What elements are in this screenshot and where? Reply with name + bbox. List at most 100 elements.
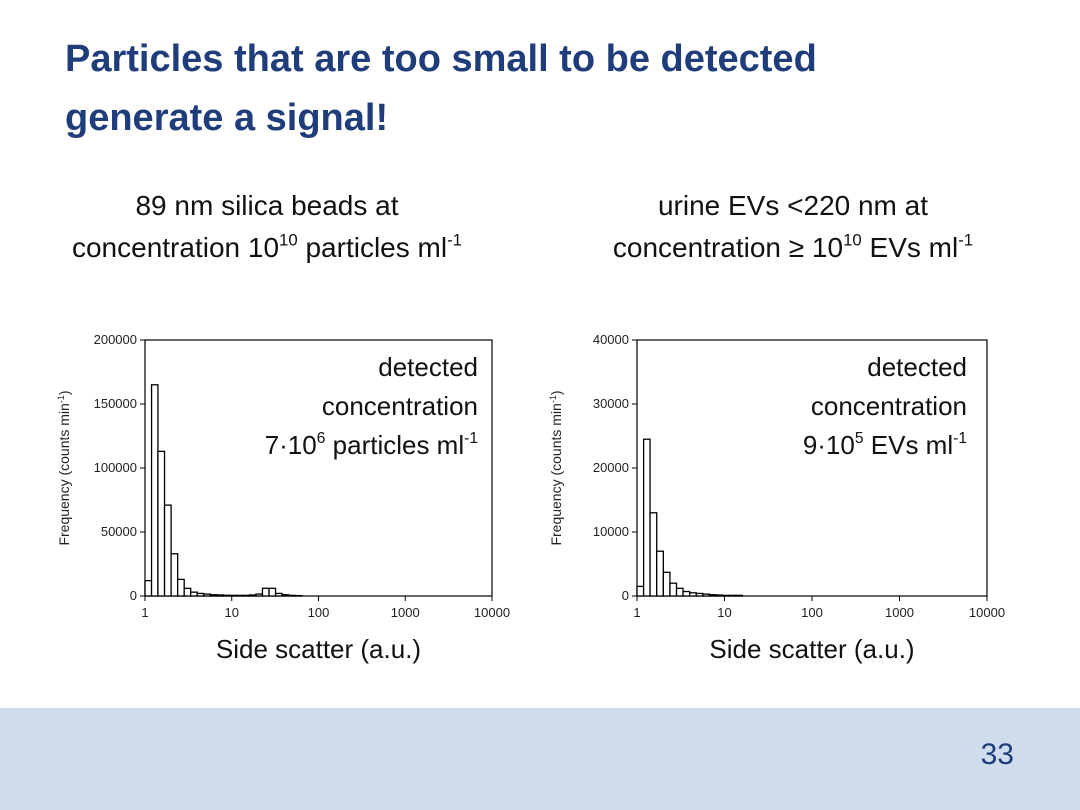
bar <box>675 587 684 597</box>
bar <box>190 591 198 597</box>
chart-caption: urine EVs <220 nm at concentration ≥ 1010… <box>543 185 1043 269</box>
text-run: ) <box>56 390 72 395</box>
superscript: -1 <box>447 230 462 250</box>
bar <box>281 594 290 597</box>
slide-title: Particles that are too small to be detec… <box>65 30 817 148</box>
text-run: detected <box>378 352 478 382</box>
annotation-line: concentration <box>265 387 478 426</box>
text-run: concentration ≥ 10 <box>612 232 844 263</box>
text-run: Frequency (counts min <box>56 403 72 545</box>
text-run: detected <box>867 352 967 382</box>
y-axis-label: Frequency (counts min-1) <box>56 390 72 545</box>
superscript: -1 <box>953 430 967 448</box>
text-run: 89 nm silica beads at <box>135 190 399 221</box>
bar <box>196 592 205 597</box>
bar <box>662 571 671 597</box>
y-tick-label: 30000 <box>593 396 629 411</box>
annotation-line: 7·106 particles ml-1 <box>265 426 478 465</box>
bar <box>229 594 238 597</box>
x-tick-label: 1000 <box>885 605 914 620</box>
bar <box>235 594 244 597</box>
superscript: 6 <box>316 430 326 448</box>
x-tick-label: 1 <box>633 605 640 620</box>
bar <box>636 585 645 597</box>
bar <box>183 587 192 597</box>
text-run: 7·10 <box>264 430 317 460</box>
bar <box>702 593 711 597</box>
annotation-line: concentration <box>803 387 967 426</box>
bar <box>242 594 251 597</box>
bar <box>170 553 179 597</box>
text-run: EVs ml <box>863 430 954 460</box>
chart-annotation: detected concentration 7·106 particles ml-… <box>265 348 478 465</box>
bar <box>715 594 724 597</box>
bar <box>150 384 159 597</box>
x-tick-label: 10 <box>225 605 239 620</box>
text-run: Frequency (counts min <box>548 403 564 545</box>
superscript: -1 <box>958 230 974 250</box>
x-axis-label: Side scatter (a.u.) <box>215 634 422 664</box>
caption-line: concentration ≥ 1010 EVs ml-1 <box>543 227 1043 269</box>
bar <box>288 594 296 597</box>
superscript: 5 <box>854 430 864 448</box>
x-tick-label: 1000 <box>391 605 420 620</box>
bar <box>689 592 697 597</box>
y-tick-label: 150000 <box>94 396 137 411</box>
bar <box>735 594 744 597</box>
bar <box>642 438 651 597</box>
x-tick-label: 10000 <box>474 605 510 620</box>
bar <box>728 594 737 597</box>
caption-line: concentration 1010 particles ml-1 <box>17 227 517 269</box>
y-tick-label: 200000 <box>94 332 137 347</box>
superscript: -1 <box>56 395 66 403</box>
bar <box>222 594 231 597</box>
y-tick-label: 20000 <box>593 460 629 475</box>
text-run: EVs ml <box>861 232 959 263</box>
y-tick-label: 40000 <box>593 332 629 347</box>
bar <box>144 579 153 597</box>
y-tick-label: 0 <box>130 588 137 603</box>
bar <box>274 592 283 597</box>
text-run: ) <box>548 390 564 395</box>
annotation-line: 9·105 EVs ml-1 <box>803 426 967 465</box>
y-tick-label: 50000 <box>101 524 137 539</box>
y-tick-label: 100000 <box>94 460 137 475</box>
chart-caption: 89 nm silica beads at concentration 1010 … <box>17 185 517 269</box>
superscript: -1 <box>464 430 478 448</box>
superscript: 10 <box>843 230 862 250</box>
annotation-line: detected <box>803 348 967 387</box>
bar <box>255 593 264 597</box>
superscript: -1 <box>548 395 558 403</box>
caption-line: 89 nm silica beads at <box>17 185 517 227</box>
bar <box>163 504 172 597</box>
chart-annotation: detected concentration 9·105 EVs ml-1 <box>803 348 967 465</box>
title-line: generate a signal! <box>65 97 389 139</box>
superscript: 10 <box>279 230 298 250</box>
bar <box>649 512 658 597</box>
bar <box>721 594 730 597</box>
bar <box>157 450 166 597</box>
footer: 33 <box>0 708 1080 810</box>
bar <box>248 594 257 597</box>
x-tick-label: 100 <box>801 605 823 620</box>
bar <box>216 594 224 597</box>
x-tick-label: 1 <box>141 605 148 620</box>
x-tick-label: 100 <box>308 605 330 620</box>
bar <box>656 550 664 597</box>
bar <box>177 578 185 597</box>
bar <box>695 592 704 597</box>
bar <box>669 582 678 597</box>
caption-line: urine EVs <220 nm at <box>543 185 1043 227</box>
y-tick-label: 0 <box>622 588 629 603</box>
x-tick-label: 10000 <box>969 605 1005 620</box>
page-number: 33 <box>980 738 1014 771</box>
title-line: Particles that are too small to be detec… <box>65 38 817 80</box>
x-axis-label: Side scatter (a.u.) <box>709 634 915 664</box>
y-tick-label: 10000 <box>593 524 629 539</box>
text-run: 9·10 <box>802 430 855 460</box>
y-axis-label: Frequency (counts min-1) <box>548 390 564 545</box>
text-run: concentration <box>321 391 478 421</box>
bar <box>682 590 691 597</box>
bar <box>261 587 270 597</box>
